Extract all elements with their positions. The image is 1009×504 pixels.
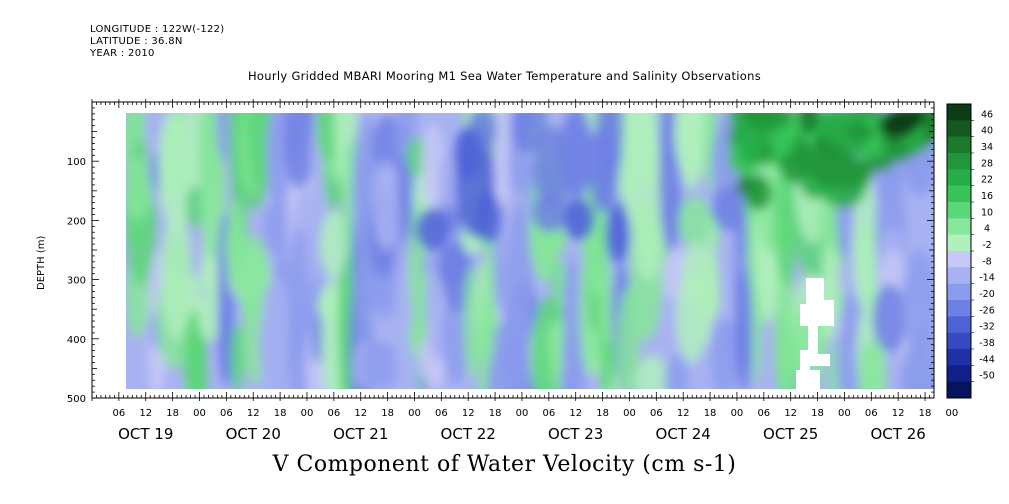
y-tick-label: 400 [67, 335, 86, 346]
colorbar-label: -2 [982, 240, 991, 251]
colorbar-swatch [947, 234, 971, 252]
x-ticks: 06 12 18 00 06 12 18 00 06 12 18 00 06 12 18 00 06 12 18 00… [91, 99, 959, 443]
colorbar-label: 40 [981, 126, 993, 137]
y-ticks: 100 200 300 400 500 [67, 101, 934, 405]
x-tick-label: 00 [408, 408, 421, 419]
x-tick-label: 12 [462, 408, 475, 419]
x-tick-label: 06 [435, 408, 448, 419]
y-tick-label: 500 [67, 394, 86, 405]
date-label: OCT 22 [441, 425, 496, 443]
x-tick-label: 18 [274, 408, 287, 419]
x-tick-label: 18 [811, 408, 824, 419]
x-tick-label: 18 [489, 408, 502, 419]
x-tick-label: 12 [569, 408, 582, 419]
colorbar-label: 16 [981, 191, 993, 202]
year-label: YEAR : 2010 [90, 48, 155, 59]
x-tick-label: 06 [757, 408, 770, 419]
x-tick-label: 18 [919, 408, 932, 419]
colorbar-label: 4 [984, 224, 990, 235]
colorbar-swatch [947, 185, 971, 203]
colorbar-label: -32 [979, 322, 995, 333]
x-tick-label: 06 [113, 408, 126, 419]
x-tick-label: 18 [381, 408, 394, 419]
figure-caption: V Component of Water Velocity (cm s-1) [272, 452, 737, 477]
colorbar-label: 34 [981, 142, 993, 153]
colorbar-label: -38 [979, 338, 995, 349]
x-tick-label: 06 [220, 408, 233, 419]
y-tick-label: 100 [67, 157, 86, 168]
colorbar-label: 46 [981, 109, 993, 120]
date-label: OCT 24 [656, 425, 711, 443]
colorbar-swatch [947, 153, 971, 170]
colorbar-swatch [947, 104, 971, 121]
colorbar-label: 28 [981, 158, 993, 169]
x-tick-label: 00 [838, 408, 851, 419]
colorbar-swatch [947, 136, 971, 154]
colorbar-label: -20 [979, 289, 995, 300]
x-tick-label: 00 [516, 408, 529, 419]
colorbar: 46 40 34 28 22 16 10 4 -2 -8 -14 -20 -26 -32 -38 -44 -50 [946, 103, 995, 399]
date-label: OCT 26 [871, 425, 926, 443]
colorbar-swatch [947, 349, 971, 366]
y-tick-label: 300 [67, 276, 86, 287]
date-label: OCT 20 [226, 425, 281, 443]
latitude-label: LATITUDE : 36.8N [90, 36, 183, 47]
x-tick-label: 12 [354, 408, 367, 419]
colorbar-label: -50 [979, 371, 995, 382]
x-tick-label: 00 [193, 408, 206, 419]
colorbar-swatch [947, 202, 971, 219]
chart-title: Hourly Gridded MBARI Mooring M1 Sea Wate… [247, 69, 762, 83]
x-tick-label: 06 [865, 408, 878, 419]
colorbar-swatch [947, 300, 971, 317]
date-label: OCT 21 [333, 425, 388, 443]
x-tick-label: 06 [650, 408, 663, 419]
colorbar-swatch [947, 332, 971, 350]
colorbar-swatch [947, 283, 971, 301]
date-label: OCT 23 [548, 425, 603, 443]
date-label: OCT 25 [763, 425, 818, 443]
x-tick-label: 00 [731, 408, 744, 419]
colorbar-label: 22 [981, 175, 993, 186]
longitude-label: LONGITUDE : 122W(-122) [90, 24, 225, 35]
x-tick-label: 06 [327, 408, 340, 419]
colorbar-label: 10 [981, 207, 993, 218]
colorbar-swatch [947, 381, 971, 399]
x-tick-label: 00 [301, 408, 314, 419]
x-tick-label: 12 [677, 408, 690, 419]
x-tick-label: 00 [623, 408, 636, 419]
colorbar-swatch [947, 365, 971, 382]
x-tick-label: 00 [946, 408, 959, 419]
heatmap-field [126, 113, 934, 389]
x-tick-label: 18 [704, 408, 717, 419]
colorbar-swatch [947, 218, 971, 235]
x-tick-label: 12 [892, 408, 905, 419]
x-tick-label: 18 [596, 408, 609, 419]
colorbar-swatch [947, 169, 971, 186]
y-tick-label: 200 [67, 216, 86, 227]
colorbar-swatch [947, 316, 971, 333]
colorbar-label: -44 [979, 354, 995, 365]
colorbar-swatch [947, 120, 971, 137]
missing-data [796, 278, 834, 389]
x-tick-label: 06 [542, 408, 555, 419]
colorbar-swatch [947, 251, 971, 268]
colorbar-swatch [947, 267, 971, 284]
x-tick-label: 12 [784, 408, 797, 419]
colorbar-label: -26 [979, 305, 995, 316]
colorbar-label: -14 [979, 273, 995, 284]
y-axis-label: DEPTH (m) [36, 236, 47, 290]
x-tick-label: 18 [166, 408, 179, 419]
colorbar-label: -8 [982, 256, 991, 267]
x-tick-label: 12 [139, 408, 152, 419]
date-label: OCT 19 [118, 425, 173, 443]
x-tick-label: 12 [247, 408, 260, 419]
